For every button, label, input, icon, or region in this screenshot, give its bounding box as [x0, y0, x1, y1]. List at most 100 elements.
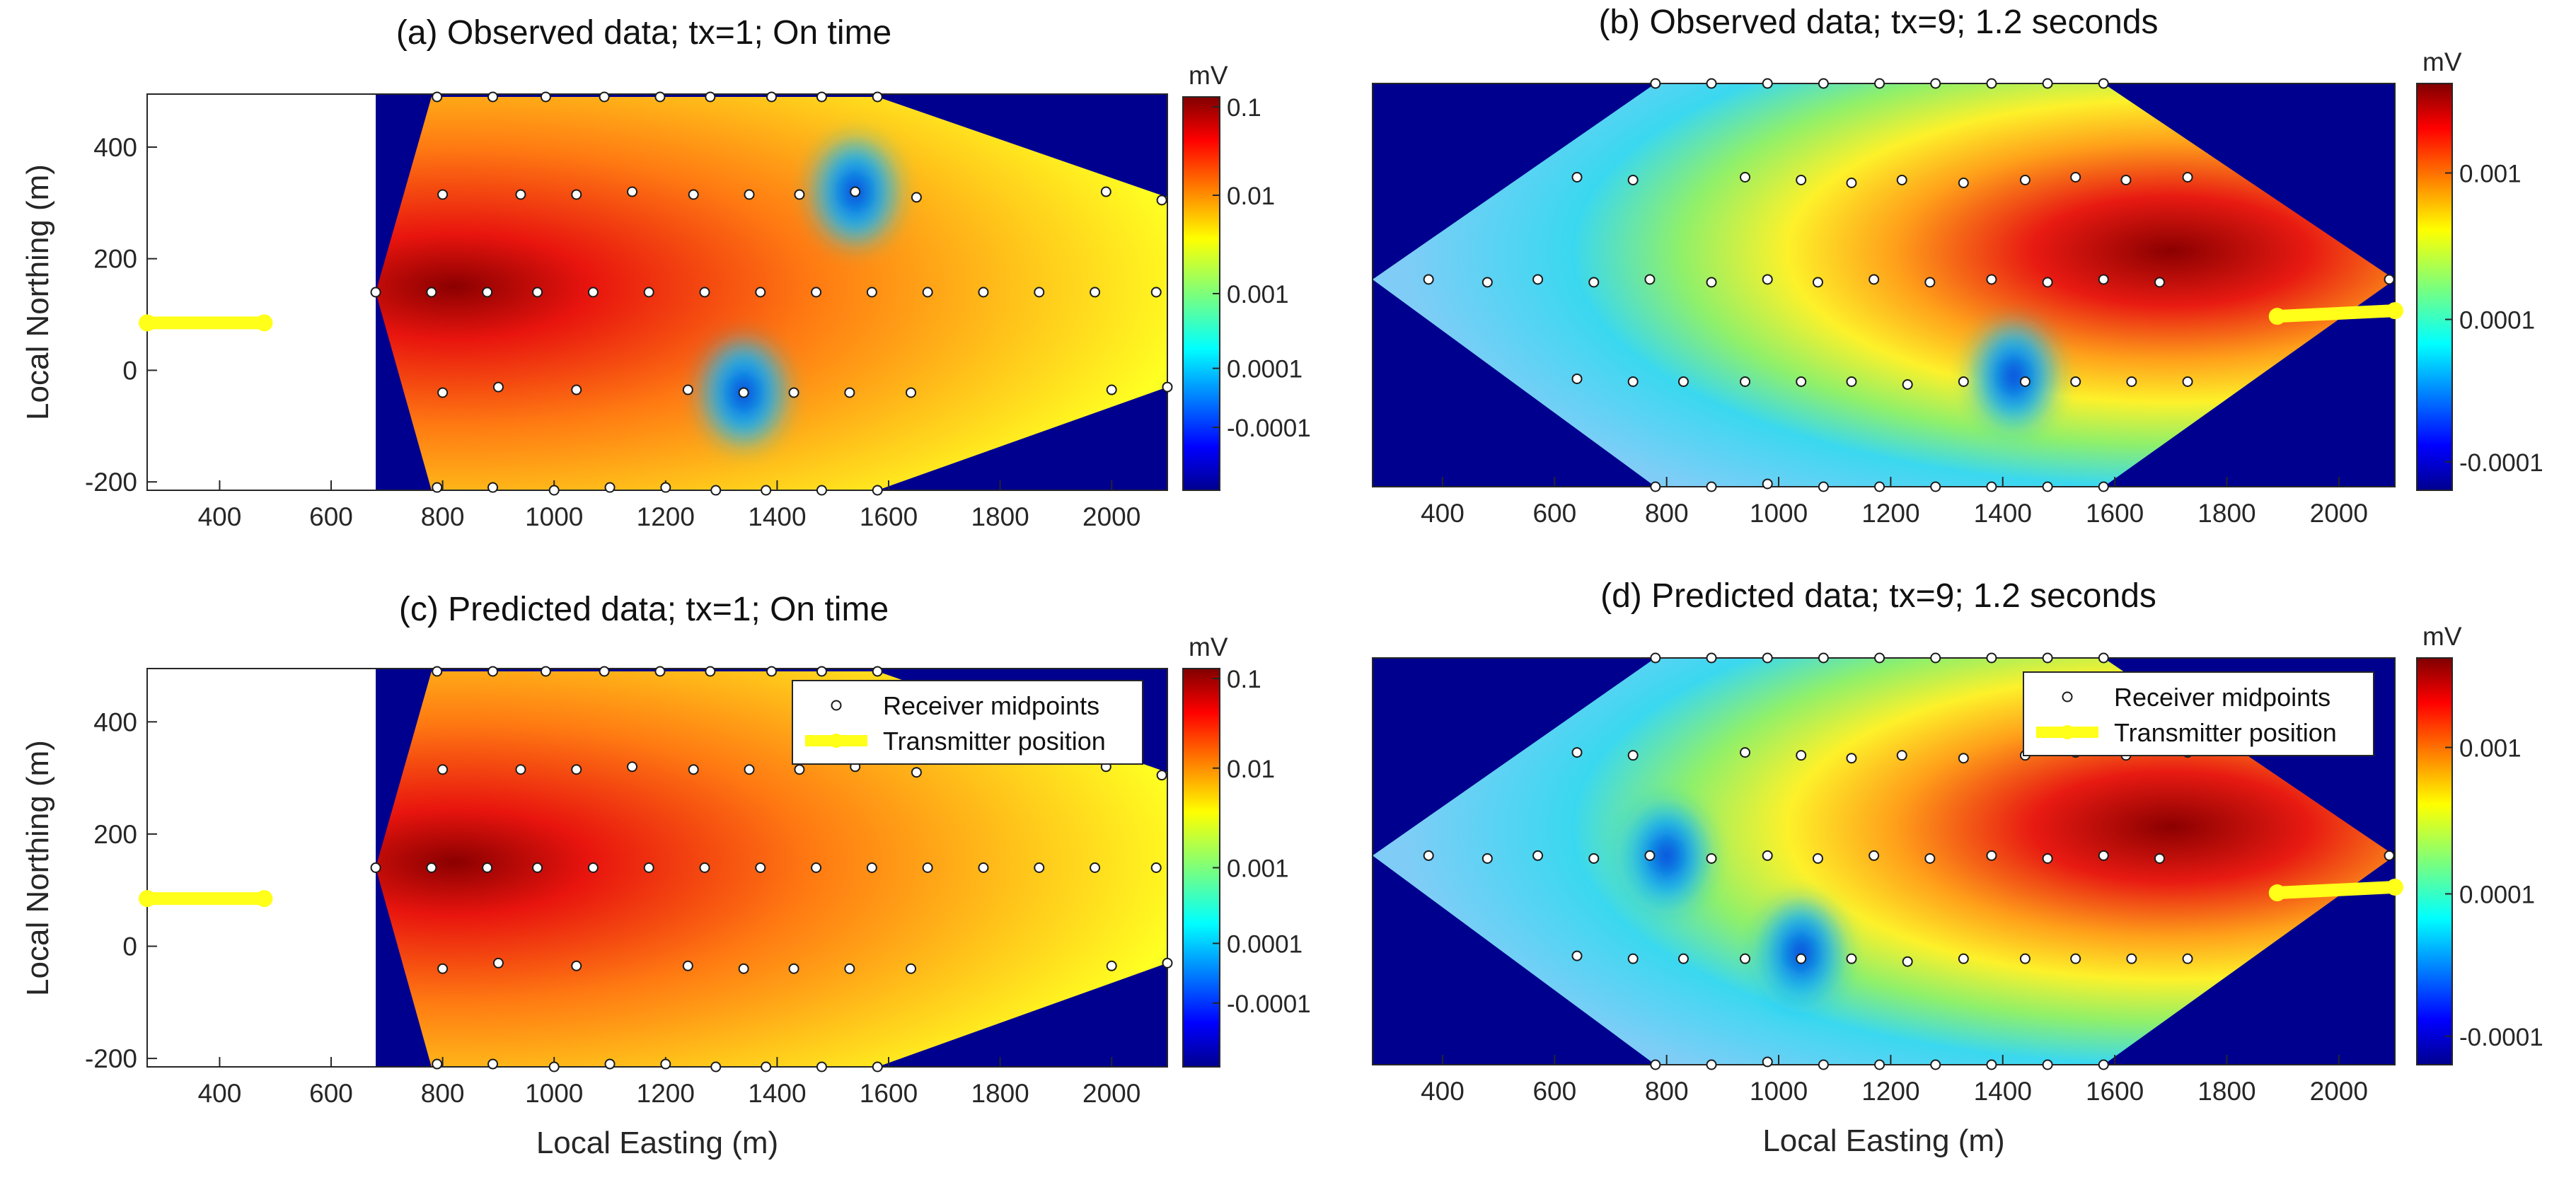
receiver-point [540, 666, 551, 677]
receiver-point [1874, 78, 1885, 89]
receiver-point [1650, 652, 1661, 664]
receiver-point [1677, 953, 1689, 964]
x-tick-label: 800 [421, 1079, 465, 1108]
receiver-point [1874, 1059, 1885, 1070]
receiver-point [370, 287, 381, 298]
panel-title: (d) Predicted data; tx=9; 1.2 seconds [1600, 577, 2156, 615]
receiver-point [761, 485, 772, 496]
transmitter-endpoint [255, 890, 273, 908]
receiver-point [2098, 481, 2109, 492]
x-tick-label: 1000 [1750, 1077, 1808, 1106]
receiver-point [699, 862, 710, 873]
receiver-point [1986, 481, 1997, 492]
receiver-point [643, 862, 654, 873]
receiver-point [1762, 1056, 1773, 1068]
legend-box [792, 680, 1143, 765]
receiver-point [1846, 953, 1857, 964]
y-tick-label: 200 [93, 245, 137, 274]
receiver-point [2126, 376, 2137, 387]
receiver-point [432, 666, 443, 677]
receiver-point [437, 387, 449, 398]
receiver-point [1874, 481, 1885, 492]
receiver-point [515, 764, 526, 775]
low-anomaly [1627, 806, 1706, 906]
receiver-point [571, 189, 582, 200]
receiver-point [1869, 850, 1880, 861]
receiver-point [2070, 953, 2081, 964]
receiver-point [922, 862, 933, 873]
receiver-point [370, 862, 381, 873]
receiver-point [682, 960, 693, 971]
receiver-point [587, 862, 599, 873]
receiver-point [766, 91, 778, 103]
x-tick-label: 400 [1421, 499, 1465, 528]
transmitter-endpoint [2386, 302, 2403, 320]
receiver-point [1846, 376, 1857, 387]
receiver-point [482, 287, 493, 298]
y-tick-label: 0 [122, 356, 137, 385]
panel-title: (b) Observed data; tx=9; 1.2 seconds [1598, 4, 2158, 41]
receiver-point [1423, 850, 1434, 861]
receiver-point [2042, 652, 2053, 664]
y-tick-label: -200 [85, 1044, 137, 1073]
receiver-point [1627, 376, 1639, 387]
receiver-point [1986, 850, 1997, 861]
low-anomaly [1762, 903, 1840, 1003]
receiver-point [911, 192, 922, 203]
receiver-point [699, 287, 710, 298]
receiver-point [922, 287, 933, 298]
y-axis-label: Local Northing (m) [21, 164, 55, 420]
receiver-point [1924, 277, 1936, 288]
receiver-point [1762, 850, 1773, 861]
receiver-point [1896, 750, 1907, 761]
no-data-strip [147, 669, 376, 1067]
receiver-point [1150, 287, 1162, 298]
receiver-point [532, 287, 543, 298]
receiver-point [2042, 852, 2053, 864]
receiver-point [1706, 277, 1717, 288]
receiver-point [811, 287, 822, 298]
panel-b: 400 600 800 1000 1200 1400 1600 1800 2000 (b) Obs… [1372, 4, 2543, 528]
legend-receiver-marker [831, 700, 842, 711]
panel-title: (c) Predicted data; tx=1; On time [399, 591, 889, 628]
colorbar-tick-label: 0.0001 [2459, 881, 2535, 909]
receiver-point [1650, 78, 1661, 89]
receiver-point [705, 666, 716, 677]
receiver-point [1532, 850, 1544, 861]
receiver-point [1644, 274, 1656, 285]
colorbar-tick-label: 0.0001 [2459, 307, 2535, 335]
receiver-point [1090, 862, 1101, 873]
receiver-point [1106, 384, 1117, 395]
receiver-point [755, 287, 766, 298]
receiver-point [2019, 953, 2031, 964]
receiver-point [2042, 1059, 2053, 1070]
receiver-point [1762, 652, 1773, 664]
receiver-point [1150, 862, 1162, 873]
receiver-point [1106, 960, 1117, 971]
receiver-point [816, 1061, 827, 1073]
receiver-point [872, 91, 883, 103]
receiver-point [437, 764, 449, 775]
receiver-point [1090, 287, 1101, 298]
x-tick-label: 600 [309, 1079, 353, 1108]
receiver-point [1571, 747, 1583, 758]
receiver-point [432, 1058, 443, 1070]
receiver-point [872, 1061, 883, 1073]
receiver-point [1156, 195, 1167, 206]
receiver-point [1532, 274, 1544, 285]
panel-title: (a) Observed data; tx=1; On time [396, 14, 891, 52]
receiver-point [1818, 78, 1829, 89]
receiver-point [1958, 177, 1969, 188]
receiver-point [2384, 850, 2395, 861]
x-tick-label: 600 [309, 502, 353, 531]
x-tick-label: 1800 [971, 502, 1029, 531]
receiver-point [844, 387, 855, 398]
colorbar-unit: mV [2422, 622, 2462, 651]
receiver-point [766, 666, 778, 677]
receiver-point [1588, 277, 1600, 288]
receiver-point [432, 482, 443, 493]
legend-receiver-marker [2062, 691, 2073, 703]
colorbar-tick-label: 0.001 [2459, 735, 2522, 763]
panel-c: 400 600 800 1000 1200 1400 1600 1800 20004002000… [21, 591, 1311, 1160]
